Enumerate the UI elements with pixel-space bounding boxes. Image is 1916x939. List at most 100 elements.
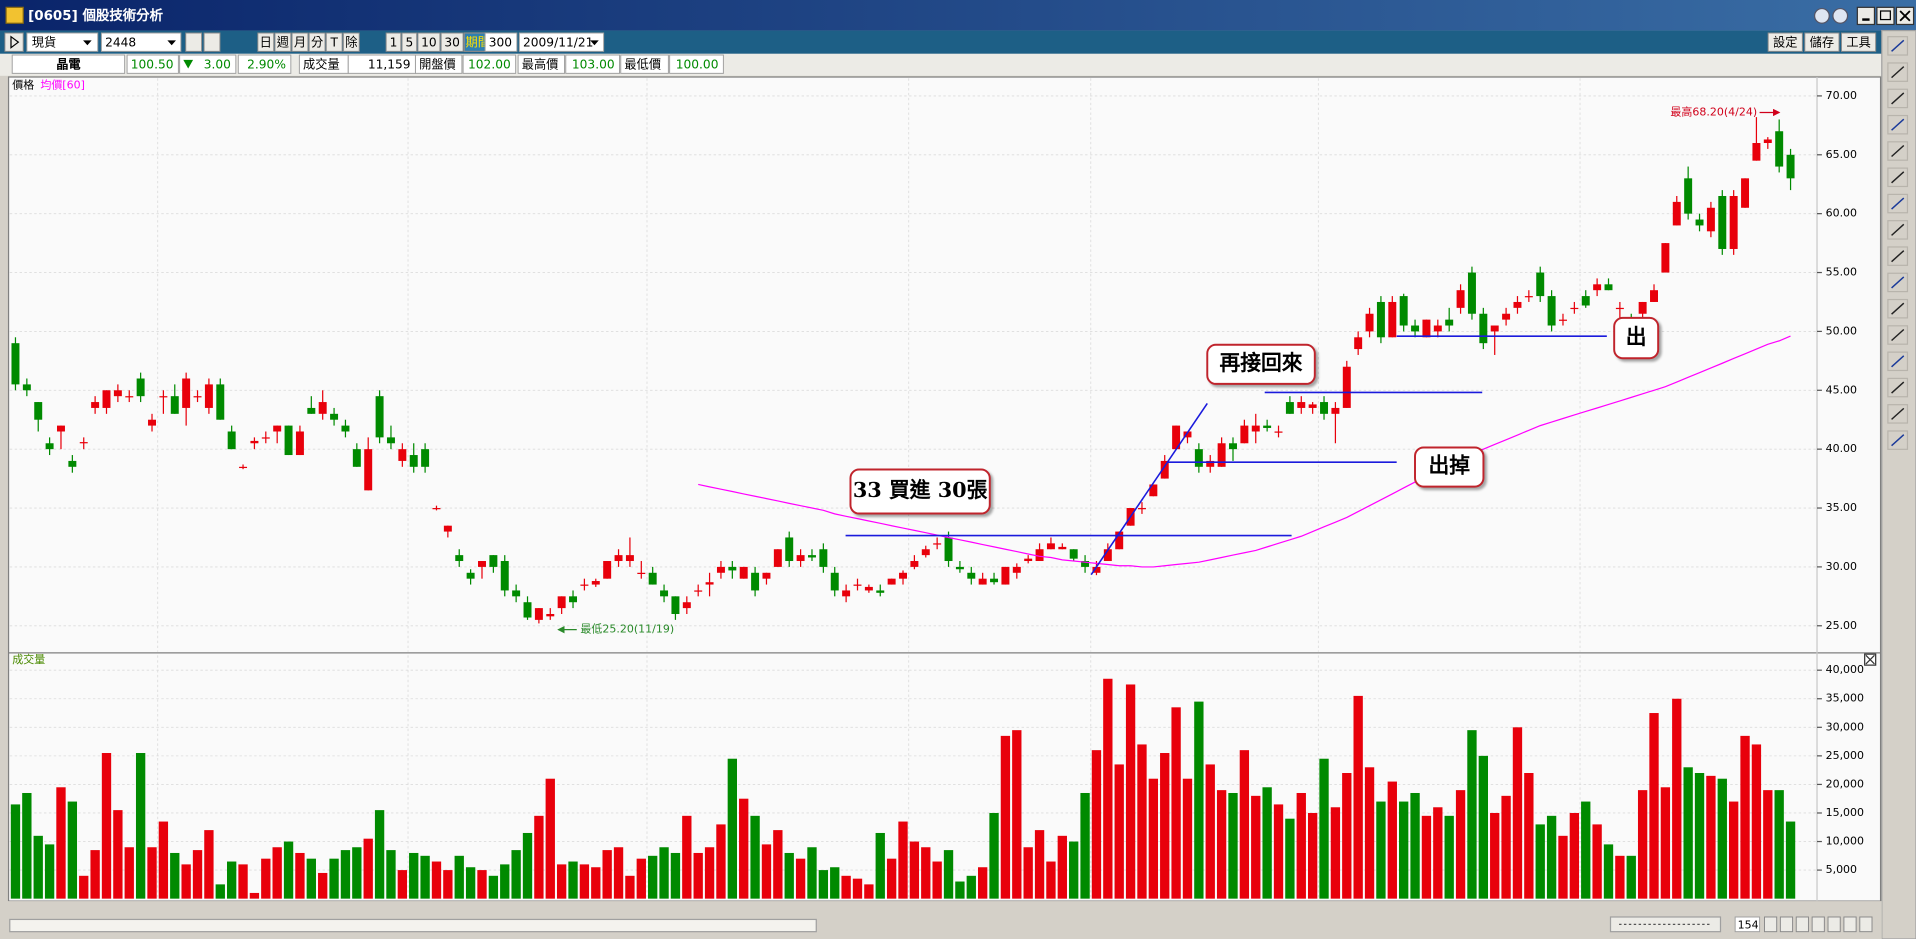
minimize-button[interactable] (1856, 6, 1876, 26)
volume-bar (875, 832, 885, 899)
tool-button[interactable] (1887, 298, 1909, 319)
nav-button[interactable] (1763, 916, 1778, 933)
minute-button[interactable] (440, 32, 464, 52)
volume-bar (1194, 701, 1204, 899)
scrollbar[interactable] (9, 918, 817, 933)
period-button[interactable] (308, 32, 326, 52)
volume-bar (1000, 735, 1011, 899)
y-tick-label: 35,000 (1826, 692, 1864, 705)
nav-button[interactable] (1779, 916, 1794, 933)
nav-button[interactable] (1827, 916, 1841, 933)
nav-button[interactable] (1843, 916, 1857, 933)
tool-button[interactable] (1887, 88, 1909, 109)
tool-icon (1891, 355, 1905, 368)
toolbar-button[interactable] (1767, 32, 1803, 52)
nav-button[interactable] (1811, 916, 1825, 933)
volume-bar (613, 847, 624, 899)
bar-count-box[interactable] (1734, 916, 1761, 933)
volume-bar (1512, 727, 1523, 899)
candle-body (11, 343, 20, 385)
volume-bar (329, 858, 339, 899)
link-button[interactable] (203, 32, 221, 52)
tool-button[interactable] (1887, 351, 1909, 372)
volume-bar (397, 870, 408, 899)
nav-buttons[interactable] (1763, 916, 1873, 933)
period-button[interactable] (291, 32, 309, 52)
quote-change-pct: 2.90% (247, 57, 286, 71)
check-button[interactable] (185, 32, 203, 52)
volume-bar (215, 884, 225, 899)
nav-button[interactable] (1813, 7, 1830, 24)
minute-button[interactable] (385, 32, 402, 52)
icon (83, 40, 92, 46)
nav-button[interactable] (1795, 916, 1809, 933)
toolbar-button[interactable] (1840, 32, 1877, 52)
y-tick-label: 10,000 (1826, 835, 1864, 848)
candle-body (1115, 531, 1124, 550)
candle-body (216, 384, 225, 420)
volume-bar (807, 847, 817, 899)
y-tick-label: 30,000 (1826, 720, 1864, 733)
tool-button[interactable] (1887, 377, 1909, 398)
market-select[interactable] (26, 32, 99, 52)
date-select[interactable] (518, 32, 605, 52)
range: 300 (489, 35, 512, 49)
tool-icon (1891, 92, 1905, 105)
candle-body (364, 449, 373, 491)
play-button[interactable] (4, 32, 24, 52)
y-tick-label: 15,000 (1826, 806, 1864, 819)
tool-button[interactable] (1887, 404, 1909, 424)
tool-button[interactable] (1887, 220, 1909, 240)
volume-bar (659, 847, 669, 899)
period-button[interactable] (342, 32, 360, 52)
tool-button[interactable] (1887, 114, 1909, 135)
range-input[interactable] (484, 32, 518, 52)
tool-button[interactable] (1887, 325, 1909, 345)
window-controls[interactable] (1813, 6, 1915, 26)
volume-bar (1342, 773, 1352, 899)
volume-bar (670, 852, 681, 899)
quote-cell (126, 54, 179, 74)
tool-button[interactable] (1887, 430, 1909, 450)
candle-body (1149, 484, 1158, 497)
tool-button[interactable] (1887, 36, 1909, 56)
note-box (1206, 343, 1316, 385)
minute-button[interactable] (417, 32, 441, 52)
quote-cell (517, 54, 566, 74)
candle-body (1661, 243, 1670, 273)
candle-body (1285, 402, 1294, 414)
volume-bar (124, 847, 134, 899)
candle-body (1706, 207, 1715, 232)
period-button[interactable] (274, 32, 292, 52)
range-label: 期間 (466, 35, 490, 49)
volume-bar (739, 798, 749, 899)
period-button[interactable] (325, 32, 343, 52)
minute-button[interactable] (401, 32, 418, 52)
volume-bar (1558, 835, 1568, 899)
candle-body (1650, 290, 1658, 302)
quote-high: 103.00 (572, 57, 615, 71)
tool-button[interactable] (1887, 246, 1909, 266)
period-button[interactable] (257, 32, 275, 52)
quote-low: 100.00 (676, 57, 719, 71)
ma-line (698, 335, 1791, 568)
tool-button[interactable] (1887, 141, 1909, 161)
volume-bar (10, 804, 21, 899)
candle-body (34, 402, 43, 420)
help-button[interactable] (1832, 7, 1849, 24)
tool-icon (1891, 328, 1905, 342)
tool-button[interactable] (1887, 193, 1909, 214)
maximize-button[interactable] (1876, 6, 1895, 26)
candle-body (1024, 558, 1033, 562)
minute-label: 5 (405, 35, 413, 49)
tool-button[interactable] (1887, 167, 1909, 188)
symbol-select[interactable] (100, 32, 182, 52)
volume-bar (682, 815, 692, 899)
volume-bar (1569, 812, 1580, 899)
tool-button[interactable] (1887, 272, 1909, 293)
tool-button[interactable] (1887, 62, 1909, 82)
period-label: T (329, 35, 338, 49)
toolbar-button[interactable] (1804, 32, 1840, 52)
nav-button[interactable] (1859, 916, 1873, 933)
volume-bar (1399, 801, 1409, 899)
